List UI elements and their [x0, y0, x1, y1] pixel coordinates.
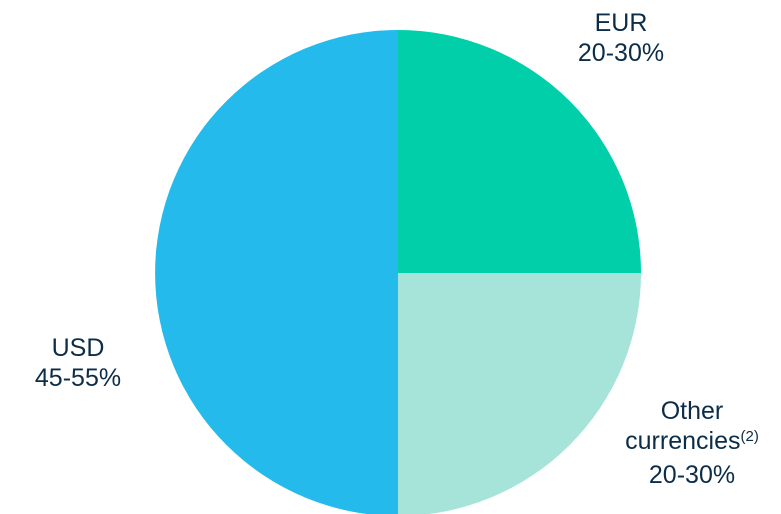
- slice-name-other-line2-text: currencies: [625, 427, 741, 455]
- slice-label-other: Other currencies(2) 20-30%: [622, 396, 762, 490]
- slice-name-other-line1: Other: [660, 397, 724, 425]
- slice-label-eur: EUR 20-30%: [555, 8, 687, 68]
- pie-slice-eur: [398, 30, 641, 273]
- footnote-marker: (2): [740, 428, 759, 445]
- slice-range-eur: 20-30%: [577, 39, 665, 67]
- pie-slice-other-currencies: [398, 273, 641, 514]
- slice-name-usd: USD: [51, 334, 105, 362]
- slice-range-other: 20-30%: [648, 461, 736, 489]
- slice-name-eur: EUR: [594, 9, 648, 37]
- slice-name-other-line2: currencies(2): [622, 426, 762, 460]
- slice-label-usd: USD 45-55%: [12, 333, 144, 393]
- slice-range-usd: 45-55%: [34, 364, 122, 392]
- pie-slice-usd: [155, 30, 398, 514]
